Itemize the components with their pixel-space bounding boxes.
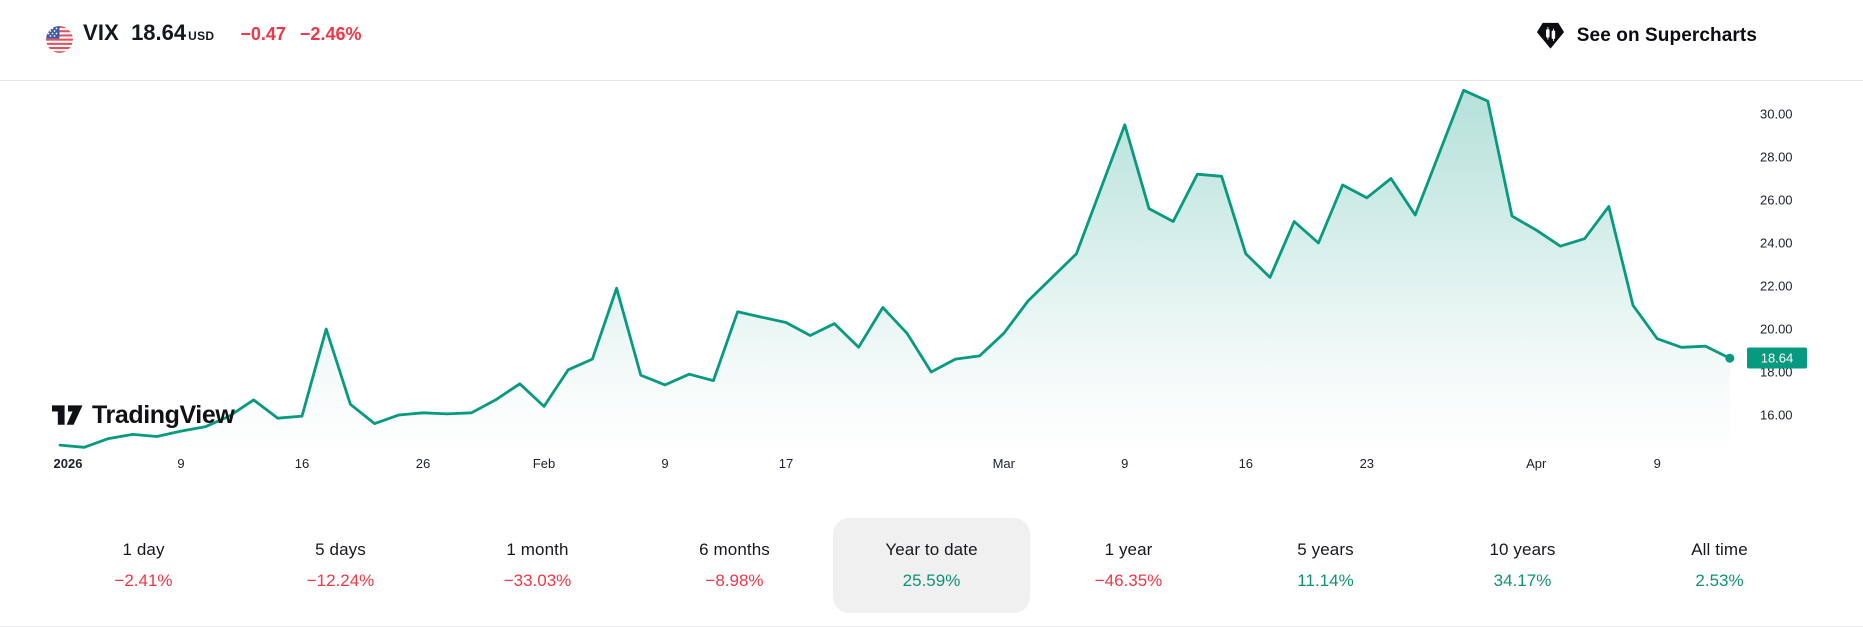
price-scale-label: 24.00	[1760, 235, 1793, 251]
chart-area[interactable]: TradingView 30.00 28.00 26.00 24.00 22.00 20.…	[0, 80, 1863, 481]
period-label: 10 years	[1489, 540, 1556, 559]
period-button-all-time[interactable]: All time 2.53%	[1621, 518, 1818, 613]
watermark-text: TradingView	[92, 401, 235, 429]
supercharts-diamond-icon	[1536, 22, 1564, 49]
period-label: 5 years	[1297, 540, 1354, 559]
period-label: All time	[1691, 540, 1748, 559]
time-scale-label: 9	[1653, 456, 1661, 471]
price-scale-label: 20.00	[1760, 321, 1793, 337]
time-scale-label: 16	[294, 456, 310, 471]
period-change-value: −33.03%	[503, 571, 572, 590]
symbol-name: VIX	[83, 20, 120, 45]
period-button-1-year[interactable]: 1 year −46.35%	[1030, 518, 1227, 613]
us-flag-icon	[46, 26, 73, 53]
tradingview-logo-icon	[52, 404, 83, 425]
time-scale-label: 9	[661, 456, 669, 471]
period-label: 1 year	[1104, 540, 1153, 559]
time-scale-label: 23	[1359, 456, 1375, 471]
period-change-value: 11.14%	[1297, 571, 1354, 590]
price-chart	[58, 88, 1735, 456]
time-scale-label: 9	[1121, 456, 1129, 471]
period-label: 5 days	[315, 540, 366, 559]
price-scale-label: 30.00	[1760, 106, 1793, 122]
period-button-5-days[interactable]: 5 days −12.24%	[242, 518, 439, 613]
period-label: 1 month	[506, 540, 569, 559]
tradingview-watermark[interactable]: TradingView	[52, 401, 235, 430]
price-scale-label: 22.00	[1760, 278, 1793, 294]
price-scale-label: 28.00	[1760, 149, 1793, 165]
time-scale-label: 2026	[53, 456, 83, 471]
symbol-info: VIX 18.64 USD −0.47 −2.46%	[46, 20, 362, 53]
period-button-6-months[interactable]: 6 months −8.98%	[636, 518, 833, 613]
last-price-badge: 18.64	[1747, 347, 1807, 369]
period-button-10-years[interactable]: 10 years 34.17%	[1424, 518, 1621, 613]
see-on-supercharts-link[interactable]: See on Supercharts	[1535, 20, 1757, 51]
period-button-year-to-date[interactable]: Year to date 25.59%	[833, 518, 1030, 613]
period-label: 6 months	[699, 540, 770, 559]
period-change-value: −8.98%	[705, 571, 764, 590]
supercharts-label: See on Supercharts	[1576, 24, 1757, 46]
period-selector: 1 day −2.41% 5 days −12.24% 1 month −33.03% 6 …	[45, 518, 1818, 613]
time-scale-label: Mar	[992, 456, 1015, 471]
period-change-value: 25.59%	[902, 571, 961, 590]
time-scale-label: 17	[778, 456, 794, 471]
currency-label: USD	[188, 29, 215, 43]
period-change-value: −2.41%	[114, 571, 173, 590]
period-change-value: −46.35%	[1094, 571, 1163, 590]
area-fill	[60, 90, 1730, 456]
price-change: −0.47	[240, 24, 286, 44]
period-button-1-day[interactable]: 1 day −2.41%	[45, 518, 242, 613]
period-button-5-years[interactable]: 5 years 11.14%	[1227, 518, 1424, 613]
period-change-value: 2.53%	[1695, 571, 1744, 590]
period-button-1-month[interactable]: 1 month −33.03%	[439, 518, 636, 613]
period-label: Year to date	[885, 540, 978, 559]
price-line	[58, 88, 1732, 449]
time-scale-label: Feb	[532, 456, 556, 471]
price-scale-label: 26.00	[1760, 192, 1793, 208]
period-change-value: 34.17%	[1493, 571, 1552, 590]
price-scale-label: 16.00	[1760, 407, 1793, 423]
time-scale-label: 16	[1238, 456, 1254, 471]
header: VIX 18.64 USD −0.47 −2.46% See on Superc…	[0, 0, 1863, 80]
last-price-dot	[1725, 353, 1735, 363]
time-scale-label: 26	[415, 456, 431, 471]
time-scale-label: Apr	[1526, 456, 1547, 471]
last-price: 18.64	[131, 20, 187, 45]
period-label: 1 day	[122, 540, 165, 559]
period-change-value: −12.24%	[306, 571, 375, 590]
time-scale-label: 9	[177, 456, 185, 471]
price-change-percent: −2.46%	[299, 24, 362, 44]
